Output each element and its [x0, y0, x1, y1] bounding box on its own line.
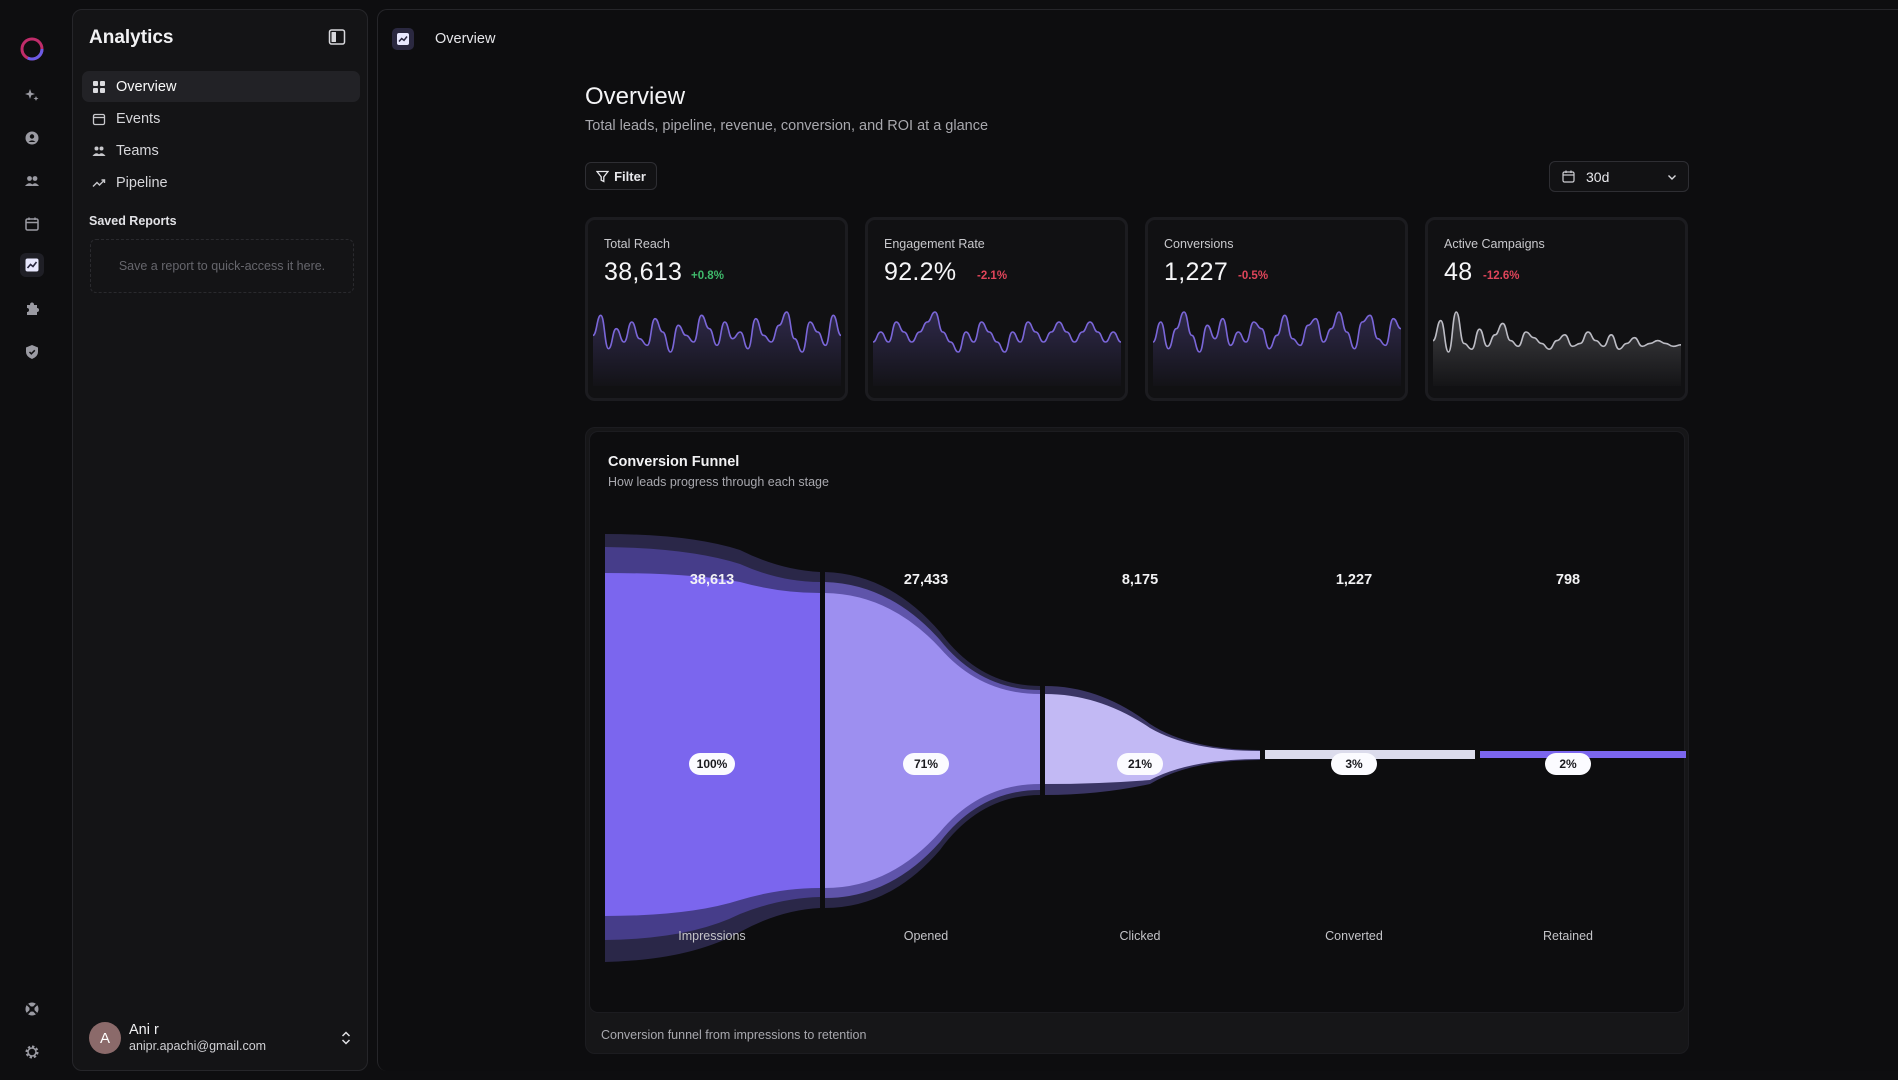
- kpi-value: 92.2%: [884, 258, 957, 286]
- funnel-chart: [605, 534, 1686, 962]
- main-content: Overview Overview Total leads, pipeline,…: [377, 9, 1898, 1071]
- kpi-delta: -0.5%: [1238, 270, 1269, 282]
- stage-percent-badge: 2%: [1545, 753, 1591, 775]
- stage-label: Opened: [903, 929, 949, 943]
- sidebar-item-events[interactable]: Events: [82, 103, 360, 134]
- kpi-sparkline: [593, 311, 841, 386]
- user-email: anipr.apachi@gmail.com: [129, 1039, 267, 1053]
- page-title: Overview: [585, 83, 686, 110]
- calendar-icon[interactable]: [20, 212, 44, 236]
- kpi-delta: -2.1%: [977, 270, 1008, 282]
- chevron-down-icon: [1668, 175, 1676, 180]
- sparkline-area: [593, 312, 841, 386]
- shield-icon[interactable]: [20, 340, 44, 364]
- date-range-value: 30d: [1586, 168, 1610, 185]
- stage-label: Retained: [1542, 929, 1594, 943]
- app-logo-icon[interactable]: [19, 36, 45, 62]
- sparkline-area: [1153, 312, 1401, 386]
- sparkline-line: [1433, 311, 1681, 353]
- avatar: A: [89, 1022, 121, 1054]
- funnel-caption: Conversion funnel from impressions to re…: [601, 1028, 867, 1042]
- sparkline-line: [593, 311, 841, 353]
- analytics-icon[interactable]: [20, 253, 44, 277]
- kpi-card-active-campaigns: Active Campaigns 48 -12.6%: [1425, 217, 1688, 401]
- stage-percent-badge: 21%: [1117, 753, 1163, 775]
- user-menu[interactable]: A Ani r anipr.apachi@gmail.com: [89, 1020, 353, 1056]
- funnel-panel: Conversion Funnel How leads progress thr…: [585, 427, 1689, 1054]
- kpi-sparkline: [1433, 311, 1681, 386]
- sparkles-icon[interactable]: [20, 83, 44, 107]
- calendar-icon: [1562, 170, 1575, 183]
- help-icon[interactable]: [20, 997, 44, 1021]
- kpi-label: Engagement Rate: [884, 237, 985, 251]
- stage-value: 798: [1555, 572, 1581, 588]
- kpi-label: Conversions: [1164, 237, 1234, 251]
- kpi-sparkline: [1153, 311, 1401, 386]
- sidebar-item-overview[interactable]: Overview: [82, 71, 360, 102]
- stage-value: 1,227: [1335, 572, 1373, 588]
- sidebar-title: Analytics: [89, 27, 174, 48]
- sparkline-line: [873, 311, 1121, 353]
- kpi-value: 38,613: [604, 258, 683, 286]
- kpi-card-total-reach: Total Reach 38,613 +0.8%: [585, 217, 848, 401]
- funnel-band-clicked: [1045, 694, 1260, 784]
- sidebar: Analytics Overview Events Teams Pipeline…: [72, 9, 368, 1071]
- saved-reports-heading: Saved Reports: [89, 214, 177, 228]
- kpi-card-engagement-rate: Engagement Rate 92.2% -2.1%: [865, 217, 1128, 401]
- funnel-band-opened: [825, 593, 1040, 888]
- sidebar-toggle-icon[interactable]: [328, 28, 346, 46]
- stage-value: 38,613: [689, 572, 735, 588]
- sidebar-item-label: Pipeline: [116, 174, 168, 191]
- sparkline-area: [1433, 312, 1681, 386]
- kpi-sparkline: [873, 311, 1121, 386]
- sidebar-item-teams[interactable]: Teams: [82, 135, 360, 166]
- filter-button[interactable]: Filter: [585, 162, 657, 190]
- kpi-value: 1,227: [1164, 258, 1229, 286]
- funnel-card: Conversion Funnel How leads progress thr…: [589, 431, 1686, 1013]
- filter-icon: [596, 170, 610, 183]
- stage-label: Converted: [1325, 929, 1383, 943]
- kpi-delta: +0.8%: [691, 270, 724, 282]
- funnel-band-impressions: [605, 573, 820, 916]
- kpi-delta: -12.6%: [1483, 270, 1520, 282]
- funnel-subtitle: How leads progress through each stage: [608, 475, 829, 489]
- puzzle-icon[interactable]: [20, 297, 44, 321]
- user-name: Ani r: [129, 1022, 159, 1038]
- trending-up-icon: [92, 178, 106, 187]
- analytics-icon: [392, 28, 414, 50]
- sparkline-line: [1153, 311, 1401, 353]
- sidebar-item-label: Events: [116, 110, 161, 127]
- sparkline-area: [873, 312, 1121, 386]
- sidebar-item-label: Overview: [116, 78, 177, 95]
- page-subtitle: Total leads, pipeline, revenue, conversi…: [585, 118, 989, 134]
- stage-percent-badge: 100%: [689, 753, 735, 775]
- stage-percent-badge: 3%: [1331, 753, 1377, 775]
- kpi-label: Active Campaigns: [1444, 237, 1545, 251]
- sidebar-nav: Overview Events Teams Pipeline: [82, 71, 360, 199]
- stage-value: 27,433: [903, 572, 949, 588]
- users-icon[interactable]: [20, 169, 44, 193]
- sidebar-item-pipeline[interactable]: Pipeline: [82, 167, 360, 198]
- breadcrumb: Overview: [435, 31, 496, 47]
- sidebar-item-label: Teams: [116, 142, 159, 159]
- kpi-label: Total Reach: [604, 237, 671, 251]
- icon-rail: [0, 0, 64, 1080]
- stage-label: Clicked: [1119, 929, 1161, 943]
- users-icon: [92, 146, 106, 156]
- grid-icon: [93, 80, 105, 93]
- chevron-up-down-icon: [341, 1031, 351, 1045]
- filter-label: Filter: [614, 168, 646, 184]
- contact-icon[interactable]: [20, 126, 44, 150]
- calendar-icon: [92, 113, 106, 125]
- stage-percent-badge: 71%: [903, 753, 949, 775]
- kpi-value: 48: [1444, 258, 1473, 286]
- stage-value: 8,175: [1121, 572, 1159, 588]
- stage-label: Impressions: [678, 929, 746, 943]
- settings-icon[interactable]: [20, 1040, 44, 1064]
- date-range-select[interactable]: 30d: [1549, 161, 1689, 192]
- kpi-card-conversions: Conversions 1,227 -0.5%: [1145, 217, 1408, 401]
- funnel-title: Conversion Funnel: [608, 454, 740, 470]
- saved-reports-empty: Save a report to quick-access it here.: [90, 239, 354, 293]
